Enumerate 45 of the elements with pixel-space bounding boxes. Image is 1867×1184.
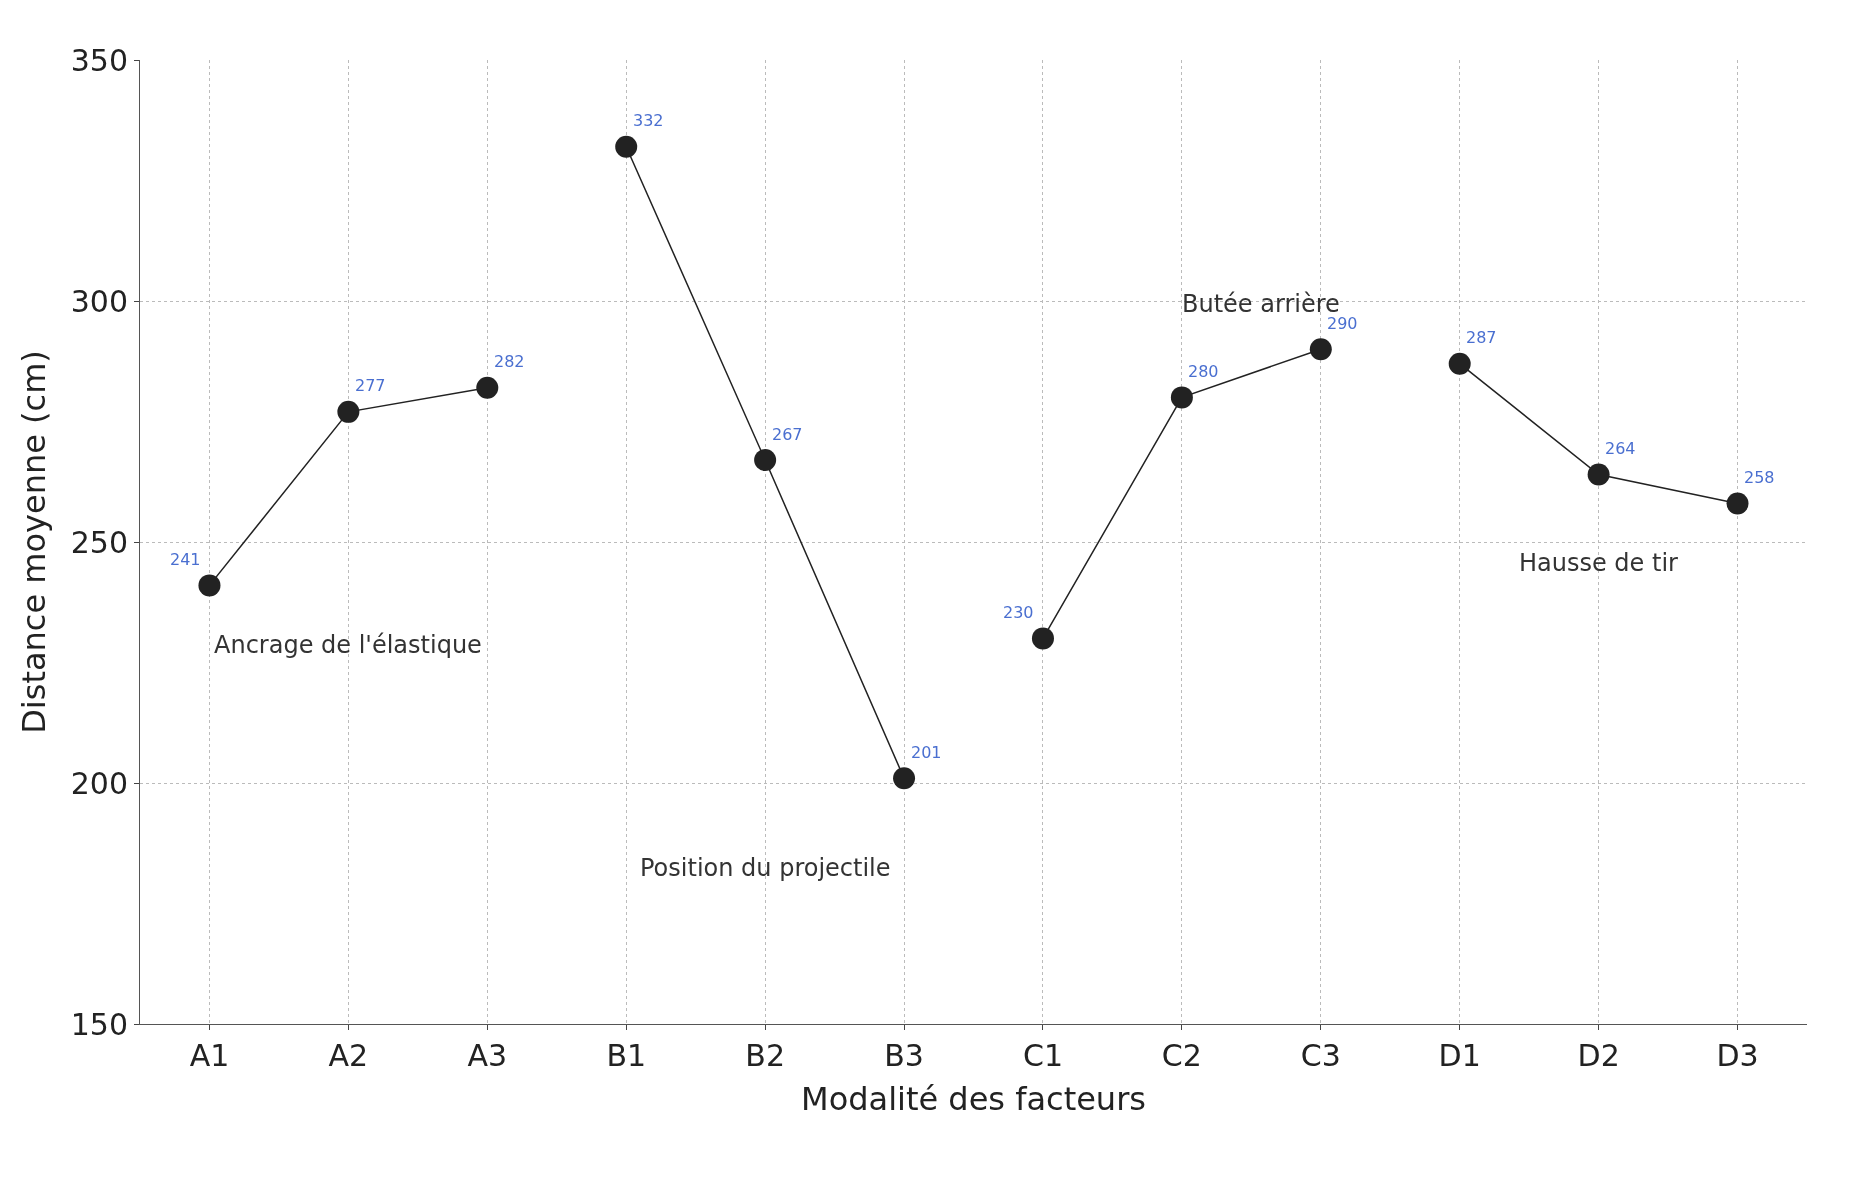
data-label: 241: [170, 550, 201, 569]
y-tick-label: 200: [70, 765, 128, 801]
point: [1309, 338, 1332, 361]
y-tick-label: 150: [70, 1006, 128, 1042]
y-tick-label: 300: [70, 283, 128, 319]
x-tick-label: B1: [606, 1038, 647, 1073]
point: [1726, 492, 1749, 515]
point: [337, 400, 360, 423]
point: [615, 135, 638, 158]
text: Hausse de tir: [1519, 549, 1679, 577]
data-label: 267: [772, 425, 803, 444]
point: [893, 767, 916, 790]
x-tick-label: A3: [467, 1038, 508, 1073]
data-label: 258: [1744, 468, 1775, 487]
point: [1587, 463, 1610, 486]
data-label: 264: [1605, 439, 1636, 458]
data-label: 287: [1466, 328, 1497, 347]
x-axis-title: Modalité des facteurs: [801, 1079, 1146, 1118]
point: [1448, 352, 1471, 375]
x-tick-label: B2: [745, 1038, 785, 1073]
x-tick-label: D1: [1438, 1038, 1481, 1073]
point: [754, 449, 777, 472]
point: [476, 376, 499, 399]
point: [198, 574, 221, 597]
data-label: 280: [1188, 362, 1219, 381]
point: [1031, 627, 1054, 650]
y-axis-title: Distance moyenne (cm): [15, 350, 54, 734]
data-label: 277: [355, 376, 386, 395]
data-label: 230: [1003, 603, 1034, 622]
x-tick-label: B3: [884, 1038, 924, 1073]
x-tick-label: C2: [1161, 1038, 1202, 1073]
y-tick-label: 250: [70, 524, 128, 560]
text: Position du projectile: [640, 854, 891, 882]
y-tick-label: 350: [70, 42, 128, 78]
data-label: 332: [633, 111, 664, 130]
x-tick-label: A1: [189, 1038, 230, 1073]
x-tick-label: D3: [1716, 1038, 1759, 1073]
x-tick-label: A2: [328, 1038, 369, 1073]
x-tick-label: D2: [1577, 1038, 1620, 1073]
point: [1170, 386, 1193, 409]
x-tick-label: C3: [1300, 1038, 1341, 1073]
series-label: Ancrage de l'élastique: [214, 631, 482, 659]
x-tick-label: C1: [1022, 1038, 1063, 1073]
data-label: 282: [494, 352, 525, 371]
data-label: 201: [911, 743, 942, 762]
